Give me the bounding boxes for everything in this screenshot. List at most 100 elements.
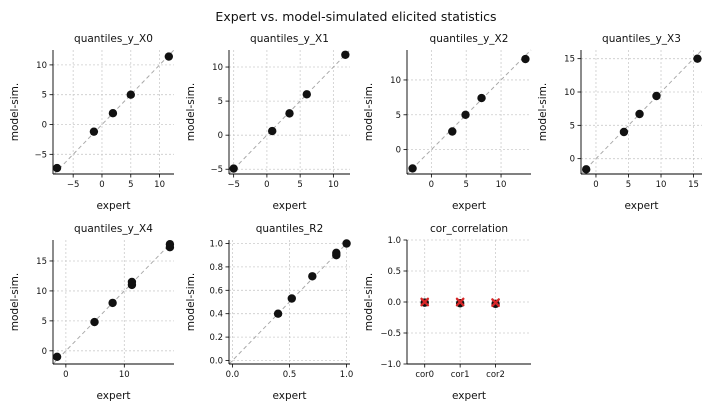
x-axis-label: expert: [624, 200, 658, 212]
data-point: [268, 126, 277, 136]
x-tick-label: 1.0: [340, 370, 354, 380]
data-point: [89, 127, 99, 136]
panel-cor_correlation: cor0 cor1 cor2 −1.0 −0.5 0.0 0.5 1.0 cor_correla…: [363, 223, 531, 402]
data-point: [408, 164, 417, 173]
x-tick-label: 10: [154, 180, 165, 190]
data-point: [302, 90, 311, 99]
data-point: [342, 239, 351, 248]
data-point: [477, 93, 486, 103]
data-point: [341, 50, 350, 59]
y-tick-label: 0.0: [387, 298, 401, 308]
expert-marker: [420, 297, 430, 307]
y-axis-label: model-sim.: [9, 83, 21, 141]
x-axis-label: expert: [96, 200, 130, 212]
y-tick-label: 10: [212, 63, 223, 73]
y-tick-label: 10: [564, 88, 575, 98]
x-axis-label: expert: [452, 390, 486, 402]
data-point: [332, 248, 341, 258]
x-tick-label: 0: [63, 370, 68, 380]
y-tick-label: 5: [396, 111, 401, 121]
x-tick-label: 10: [328, 180, 339, 190]
y-axis-label: model-sim.: [185, 83, 197, 141]
y-tick-label: 5: [570, 121, 575, 131]
x-tick-label: cor2: [486, 370, 505, 380]
data-point: [126, 90, 135, 99]
data-point: [521, 54, 530, 64]
y-tick-label: 5: [42, 91, 47, 101]
panel-quantiles_R2: 0.0 0.5 1.0 0.0 0.2 0.4 0.6 0.8 1.0 quantiles_R2e…: [185, 223, 353, 402]
y-axis-label: model-sim.: [185, 273, 197, 331]
y-axis-label: model-sim.: [9, 273, 21, 331]
y-axis-label: model-sim.: [537, 83, 549, 141]
data-point: [229, 164, 238, 173]
y-tick-label: 10: [390, 76, 401, 86]
x-tick-label: cor0: [415, 370, 434, 380]
y-tick-label: 0: [570, 155, 575, 165]
expert-marker: [455, 297, 465, 307]
data-point: [285, 109, 294, 118]
x-tick-label: 10: [496, 180, 507, 190]
data-point: [619, 127, 629, 137]
y-tick-label: 15: [36, 257, 47, 267]
y-tick-label: 5: [42, 317, 47, 327]
x-tick-label: 5: [297, 180, 302, 190]
panel-title: quantiles_y_X4: [74, 223, 153, 235]
x-tick-label: 10: [119, 370, 130, 380]
panel-title: cor_correlation: [430, 223, 508, 235]
y-tick-label: 10: [36, 61, 47, 71]
x-tick-label: cor1: [451, 370, 470, 380]
y-tick-label: 0.5: [387, 267, 401, 277]
y-tick-label: 0: [218, 131, 223, 141]
data-point: [448, 127, 457, 136]
y-tick-label: 10: [36, 287, 47, 297]
y-tick-label: 0.8: [209, 263, 223, 273]
x-axis-label: expert: [96, 390, 130, 402]
x-tick-label: 0: [593, 180, 598, 190]
y-tick-label: 0.0: [209, 356, 223, 366]
data-point: [273, 309, 283, 318]
data-point: [90, 317, 99, 327]
data-point: [635, 109, 644, 119]
y-tick-label: 0.2: [209, 333, 223, 343]
data-point: [52, 352, 62, 362]
y-tick-label: 5: [218, 97, 223, 107]
panel-title: quantiles_y_X0: [74, 33, 153, 45]
data-point: [164, 52, 174, 61]
panel-title: quantiles_R2: [256, 223, 324, 235]
expert-marker: [491, 298, 500, 308]
y-tick-label: 0.6: [209, 286, 223, 296]
y-tick-label: 0: [42, 347, 47, 357]
identity-line: [406, 49, 532, 175]
x-tick-label: 5: [464, 180, 469, 190]
x-tick-label: 10: [656, 180, 667, 190]
x-tick-label: 15: [688, 180, 699, 190]
y-tick-label: 1.0: [387, 236, 401, 246]
data-point: [652, 91, 661, 101]
x-axis-label: expert: [272, 390, 306, 402]
x-tick-label: 0.0: [226, 370, 240, 380]
data-point: [461, 110, 470, 119]
y-tick-label: 0.4: [209, 310, 223, 320]
x-axis-label: expert: [452, 200, 486, 212]
data-point: [693, 54, 702, 63]
x-tick-label: −5: [67, 180, 80, 190]
y-tick-label: −5: [34, 150, 47, 160]
data-point: [287, 294, 296, 303]
x-tick-label: −5: [227, 180, 240, 190]
data-point: [165, 239, 175, 249]
y-axis-label: model-sim.: [363, 273, 375, 331]
data-point: [108, 108, 118, 118]
x-axis-label: expert: [272, 200, 306, 212]
x-tick-label: 5: [626, 180, 631, 190]
x-tick-label: 0.5: [283, 370, 297, 380]
y-tick-label: 0: [42, 121, 47, 131]
x-tick-label: 0: [264, 180, 269, 190]
y-tick-label: −0.5: [380, 329, 401, 339]
panel-title: quantiles_y_X3: [602, 33, 681, 45]
